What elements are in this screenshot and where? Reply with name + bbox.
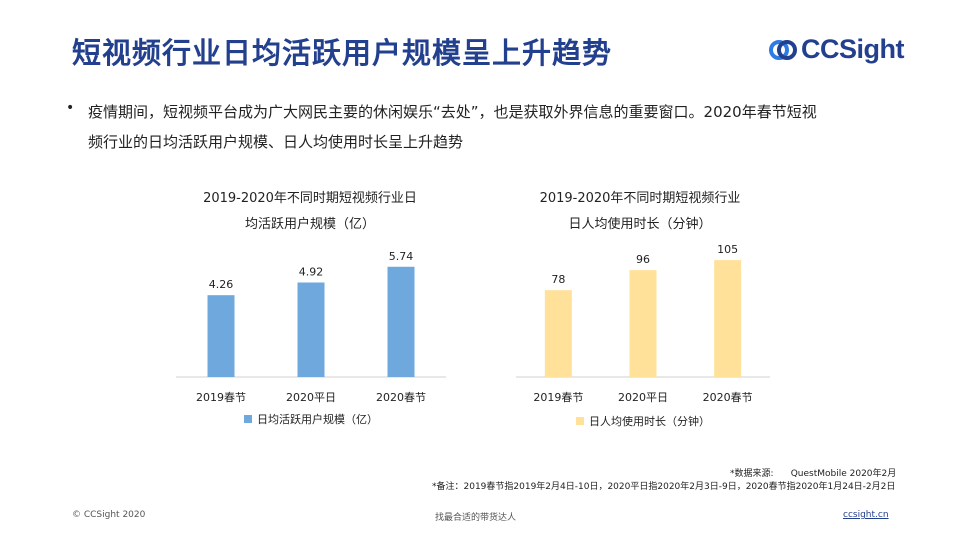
footer-slogan: 找最合适的带货达人 [435, 513, 517, 523]
data-label: 105 [717, 243, 738, 256]
x-tick-label: 2020平日 [618, 391, 668, 404]
x-tick-label: 2020平日 [286, 391, 336, 404]
data-source-note: *数据来源: QuestMobile 2020年2月 [730, 469, 897, 479]
bar-2019春节 [544, 290, 572, 377]
legend-swatch [244, 415, 252, 423]
intro-line-2: 频行业的日均活跃用户规模、日人均使用时长呈上升趋势 [88, 133, 464, 151]
x-tick-label: 2020春节 [703, 391, 753, 404]
data-label: 4.92 [299, 266, 324, 279]
bar-2019春节 [207, 295, 235, 377]
footer-copyright: © CCSight 2020 [72, 510, 146, 520]
intro-paragraph: 疫情期间，短视频平台成为广大网民主要的休闲娱乐“去处”，也是获取外界信息的重要窗… [88, 97, 888, 157]
chart2-title: 2019-2020年不同时期短视频行业 日人均使用时长（分钟） [515, 186, 765, 238]
data-label: 4.26 [209, 278, 234, 291]
data-label: 78 [551, 273, 565, 286]
logo-text: CCSight [801, 34, 904, 64]
x-tick-label: 2019春节 [533, 391, 583, 404]
bullet-dot-icon: • [66, 100, 75, 116]
page-title: 短视频行业日均活跃用户规模呈上升趋势 [72, 36, 613, 70]
brand-logo: CCSight [768, 34, 904, 65]
footer-link[interactable]: ccsight.cn [843, 510, 889, 520]
x-tick-label: 2020春节 [376, 391, 426, 404]
bar-2020平日 [297, 282, 325, 377]
data-label: 96 [636, 253, 650, 266]
x-tick-label: 2019春节 [196, 391, 246, 404]
legend-swatch [576, 417, 584, 425]
bar-2020平日 [629, 270, 657, 377]
chart2-title-line2: 日人均使用时长（分钟） [568, 217, 712, 232]
legend-label: 日人均使用时长（分钟） [589, 414, 710, 428]
remark-note: *备注：2019春节指2019年2月4日-10日，2020平日指2020年2月3… [432, 482, 896, 492]
chart1-title-line2: 均活跃用户规模（亿） [244, 217, 375, 232]
chart-daily-active-users: 4.26 2019春节 4.92 2020平日 5.74 2020春节日均活跃用户规模（亿… [176, 250, 446, 426]
chart2-title-line1: 2019-2020年不同时期短视频行业 [539, 191, 741, 206]
intro-line-1: 疫情期间，短视频平台成为广大网民主要的休闲娱乐“去处”，也是获取外界信息的重要窗… [88, 103, 817, 121]
bar-2020春节 [714, 260, 742, 377]
legend-label: 日均活跃用户规模（亿） [257, 412, 378, 426]
data-label: 5.74 [389, 250, 414, 263]
chart1-title-line1: 2019-2020年不同时期短视频行业日 [203, 191, 417, 206]
chart1-title: 2019-2020年不同时期短视频行业日 均活跃用户规模（亿） [180, 186, 440, 238]
bar-2020春节 [387, 266, 415, 377]
ccsight-logo-icon [769, 39, 797, 60]
